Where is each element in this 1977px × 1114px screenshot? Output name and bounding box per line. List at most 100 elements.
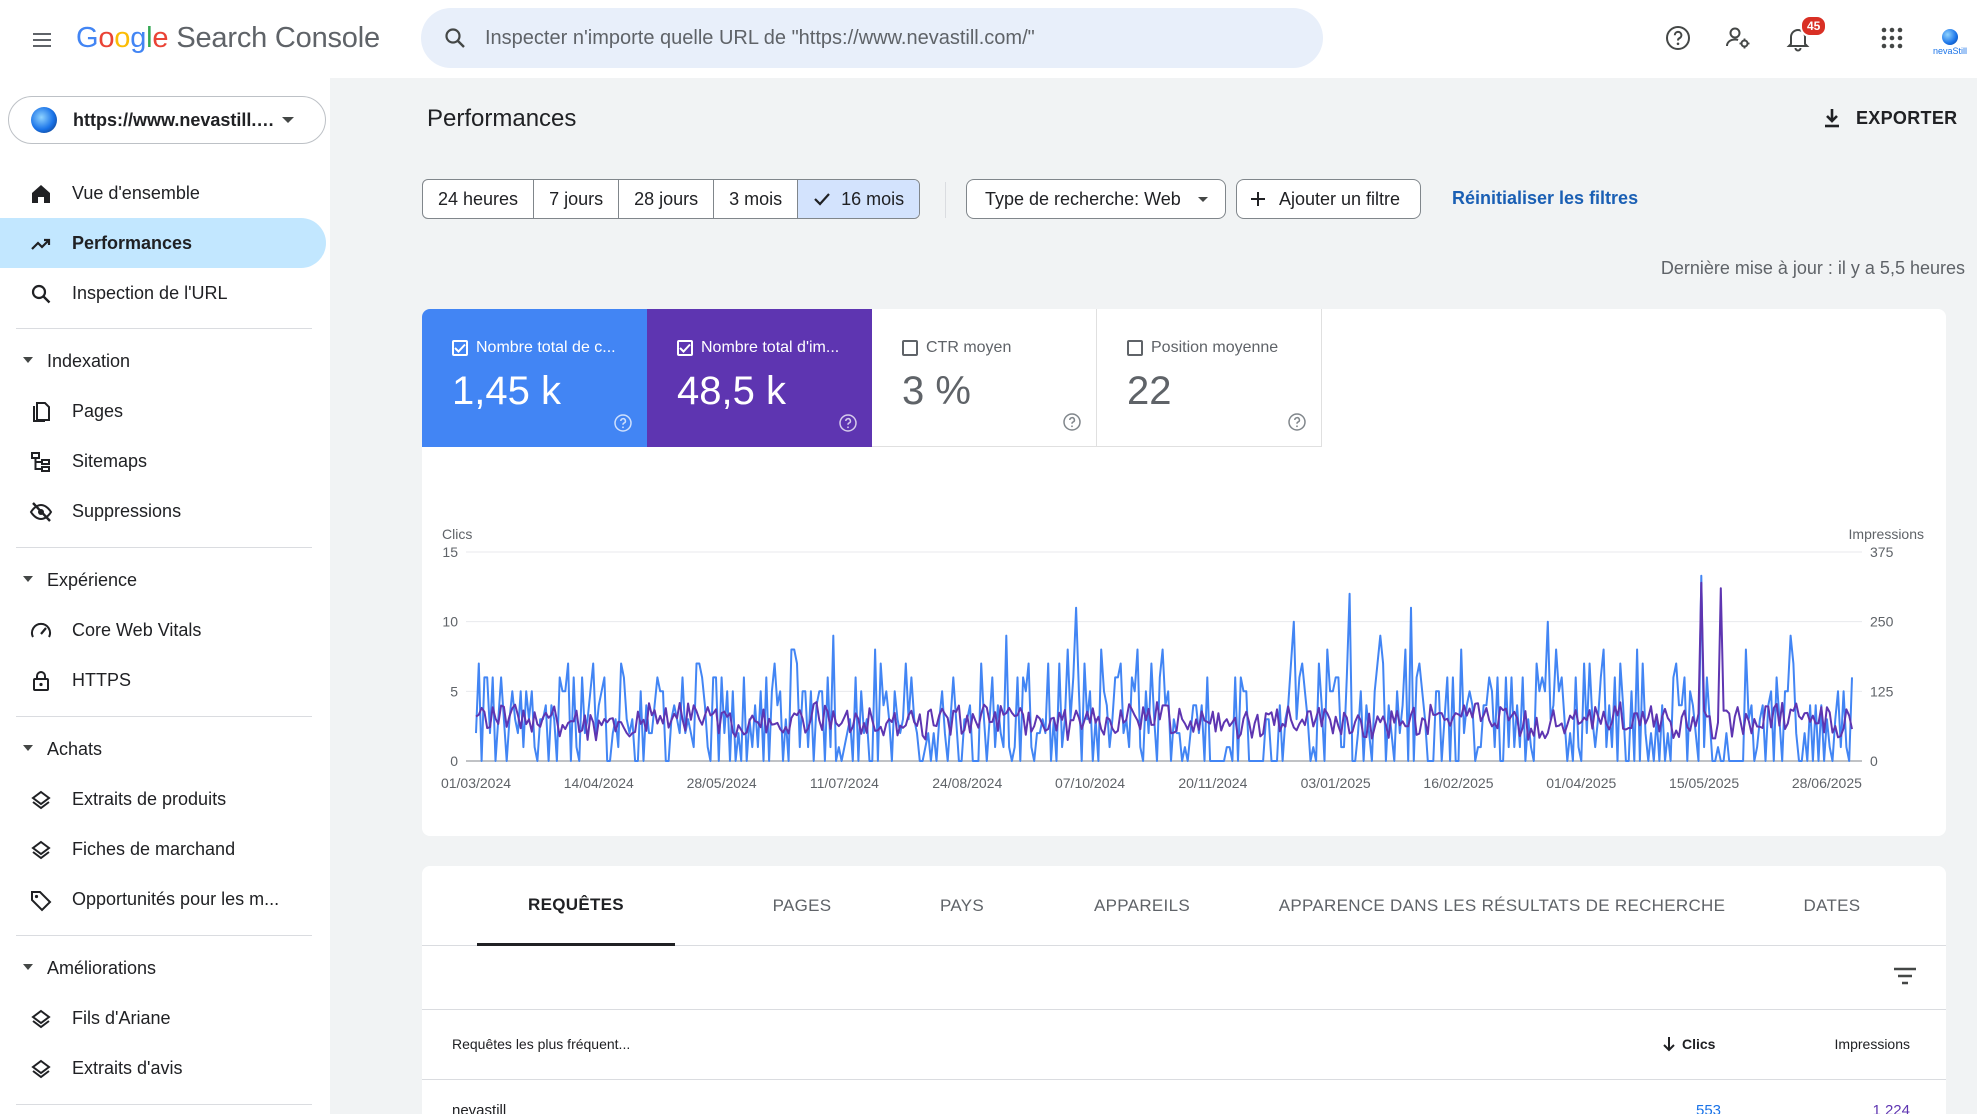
checkbox-checked-icon[interactable] [677, 340, 693, 356]
performance-chart-card: Nombre total de c... 1,45 k Nombre total… [422, 309, 1946, 836]
sidebar-item-label: Inspection de l'URL [72, 282, 228, 303]
metric-value: 1,45 k [452, 369, 561, 413]
sidebar-item-label: Extraits d'avis [72, 1057, 183, 1078]
pages-icon [28, 399, 54, 425]
y-axis-left-title: Clics [442, 526, 472, 542]
apps-button[interactable] [1872, 18, 1912, 58]
performance-line-chart[interactable]: Clics Impressions 0 5 10 15 0 125 250 375 01/03/20… [422, 459, 1946, 829]
metric-average-position[interactable]: Position moyenne 22 [1097, 309, 1322, 447]
sidebar-item-https[interactable]: HTTPS [0, 655, 326, 705]
sidebar-item-pages[interactable]: Pages [0, 386, 326, 436]
range-24h-button[interactable]: 24 heures [423, 180, 535, 218]
metric-average-ctr[interactable]: CTR moyen 3 % [872, 309, 1097, 447]
series-line-clicks [475, 574, 1853, 762]
sidebar-section-experience[interactable]: Expérience [0, 560, 326, 600]
metric-total-impressions[interactable]: Nombre total d'im... 48,5 k [647, 309, 872, 447]
tag-icon [28, 887, 54, 913]
sidebar-item-label: Vue d'ensemble [72, 182, 200, 203]
help-icon[interactable] [613, 413, 633, 433]
metric-total-clicks[interactable]: Nombre total de c... 1,45 k [422, 309, 647, 447]
search-icon [443, 26, 467, 50]
sidebar-item-merchant-listings[interactable]: Fiches de marchand [0, 824, 326, 874]
sidebar-item-label: Opportunités pour les m... [72, 888, 280, 909]
sidebar: https://www.nevastill.c... Vue d'ensembl… [0, 78, 330, 1114]
apps-grid-icon [1880, 26, 1904, 50]
help-icon[interactable] [838, 413, 858, 433]
account-avatar[interactable]: nevaStill [1930, 22, 1970, 62]
sidebar-item-breadcrumbs[interactable]: Fils d'Ariane [0, 993, 326, 1043]
search-input[interactable] [485, 26, 1245, 50]
sidebar-item-performance[interactable]: Performances [0, 218, 326, 268]
filter-list-icon[interactable] [1892, 966, 1918, 986]
tab-pages[interactable]: PAGES [772, 896, 832, 915]
table-cell-clicks: 553 [1696, 1102, 1722, 1114]
sidebar-item-product-snippets[interactable]: Extraits de produits [0, 774, 326, 824]
sidebar-item-removals[interactable]: Suppressions [0, 486, 326, 536]
visibility-off-icon [28, 499, 54, 525]
y-tick-right: 250 [1870, 614, 1894, 630]
sidebar-section-shopping[interactable]: Achats [0, 729, 326, 769]
tab-devices[interactable]: APPAREILS [1094, 896, 1190, 915]
sidebar-item-shopping-opportunities[interactable]: Opportunités pour les m... [0, 874, 326, 924]
column-header-query[interactable]: Requêtes les plus fréquent... [452, 1036, 631, 1052]
help-icon[interactable] [1287, 412, 1307, 432]
reset-filters-link[interactable]: Réinitialiser les filtres [1452, 188, 1639, 208]
sidebar-item-url-inspection[interactable]: Inspection de l'URL [0, 268, 326, 318]
export-button[interactable]: EXPORTER [1820, 100, 1957, 136]
tab-search-appearance[interactable]: APPARENCE DANS LES RÉSULTATS DE RECHERCH… [1278, 896, 1726, 915]
sidebar-item-core-web-vitals[interactable]: Core Web Vitals [0, 605, 326, 655]
trending-up-icon [28, 231, 54, 257]
export-label: EXPORTER [1856, 107, 1958, 128]
plus-icon [1249, 190, 1267, 208]
help-icon[interactable] [1062, 412, 1082, 432]
sidebar-divider [16, 1104, 312, 1105]
y-tick-left: 5 [450, 683, 458, 699]
date-range-selector: 24 heures 7 jours 28 jours 3 mois 16 moi… [422, 179, 921, 219]
caret-down-icon [22, 575, 34, 583]
sidebar-item-overview[interactable]: Vue d'ensemble [0, 168, 326, 218]
main-menu-button[interactable] [24, 22, 60, 58]
range-16m-button[interactable]: 16 mois [798, 180, 920, 218]
search-type-filter[interactable]: Type de recherche: Web [966, 179, 1226, 219]
column-header-impressions[interactable]: Impressions [1834, 1036, 1910, 1052]
arrow-down-icon [1662, 1036, 1676, 1052]
metric-value: 3 % [902, 369, 971, 413]
notification-count-badge: 45 [1800, 15, 1828, 37]
x-tick-label: 28/06/2025 [1792, 775, 1862, 791]
search-console-logo[interactable]: Google Search Console [76, 22, 380, 54]
x-tick-label: 01/04/2025 [1546, 775, 1616, 791]
range-16m-label: 16 mois [841, 188, 905, 209]
sidebar-section-indexing[interactable]: Indexation [0, 341, 326, 381]
column-header-clicks-label: Clics [1682, 1036, 1716, 1052]
range-28d-button[interactable]: 28 jours [619, 180, 715, 218]
sidebar-section-enhancements[interactable]: Améliorations [0, 948, 326, 988]
sidebar-item-sitemaps[interactable]: Sitemaps [0, 436, 326, 486]
checkbox-unchecked-icon[interactable] [902, 340, 918, 356]
dropdown-arrow-icon [1197, 196, 1209, 203]
sidebar-divider [16, 716, 312, 717]
tab-countries[interactable]: PAYS [939, 896, 985, 915]
property-selector[interactable]: https://www.nevastill.c... [8, 96, 326, 144]
metric-label: Nombre total de c... [476, 339, 616, 356]
x-tick-label: 11/07/2024 [810, 775, 879, 791]
checkbox-unchecked-icon[interactable] [1127, 340, 1143, 356]
range-3m-button[interactable]: 3 mois [714, 180, 799, 218]
table-filter-row [422, 946, 1946, 1010]
brand-name: nevaStill [1932, 45, 1968, 56]
sidebar-item-review-snippets[interactable]: Extraits d'avis [0, 1043, 326, 1093]
tab-dates[interactable]: DATES [1803, 896, 1861, 915]
settings-users-button[interactable] [1718, 18, 1758, 58]
url-inspection-search[interactable] [421, 8, 1323, 68]
x-tick-label: 24/08/2024 [932, 775, 1002, 791]
manage-accounts-icon [1724, 24, 1752, 52]
help-button[interactable] [1658, 18, 1698, 58]
tab-queries[interactable]: REQUÊTES [477, 866, 675, 946]
x-tick-label: 15/05/2025 [1669, 775, 1739, 791]
add-filter-button[interactable]: Ajouter un filtre [1236, 179, 1422, 219]
range-7d-button[interactable]: 7 jours [534, 180, 620, 218]
checkbox-checked-icon[interactable] [452, 340, 468, 356]
notifications-button[interactable]: 45 [1778, 15, 1828, 58]
table-cell-query[interactable]: nevastill [452, 1102, 507, 1114]
check-icon [813, 192, 831, 206]
column-header-clicks[interactable]: Clics [1662, 1036, 1715, 1052]
